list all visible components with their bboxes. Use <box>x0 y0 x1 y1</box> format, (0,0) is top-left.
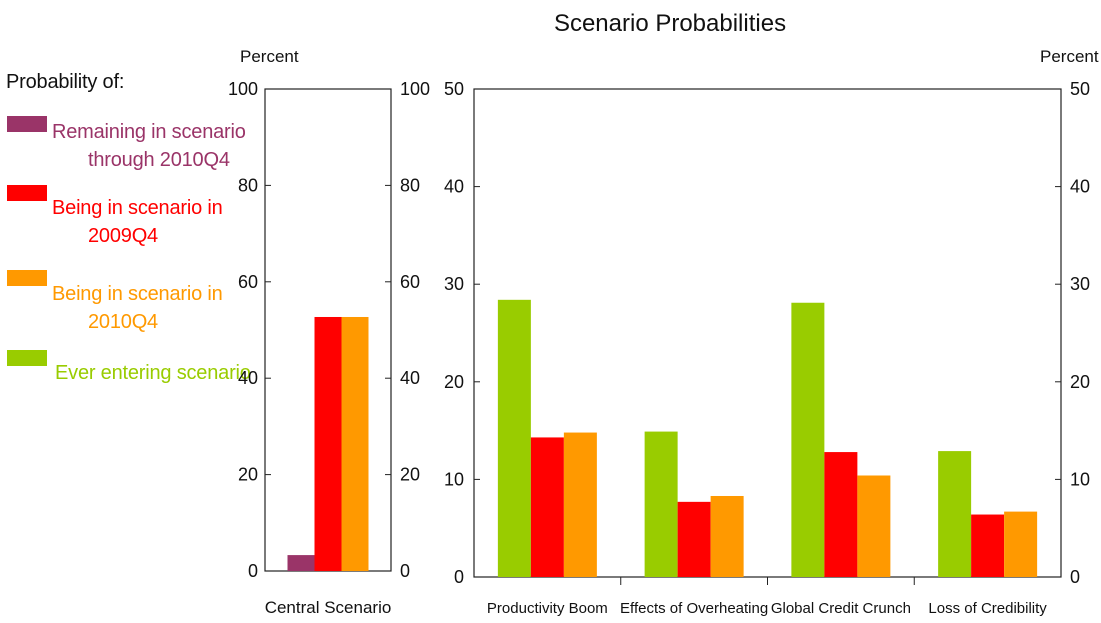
legend-swatch-0 <box>7 116 47 132</box>
alternative-scenarios-bar-effects-of-overheating-being-in-scenario-in-2010q4 <box>710 495 744 577</box>
legend-title: Probability of: <box>6 71 124 93</box>
legend-swatch-3 <box>7 350 47 366</box>
chart-title: Scenario Probabilities <box>554 10 786 37</box>
central-scenario-right-tick-label-5: 100 <box>400 79 430 99</box>
legend-label-2-0: Being in scenario in <box>52 283 223 305</box>
alternative-scenarios-bar-loss-of-credibility-being-in-scenario-in-2010q4 <box>1004 511 1038 577</box>
legend-label-2-1: 2010Q4 <box>88 311 158 333</box>
legend-label-1-0: Being in scenario in <box>52 197 223 219</box>
alternative-scenarios-bar-effects-of-overheating-being-in-scenario-in-2009q4 <box>677 501 711 577</box>
alternative-scenarios-left-tick-label-3: 30 <box>444 274 464 294</box>
alternative-scenarios-right-tick-label-0: 0 <box>1070 567 1080 587</box>
alternative-scenarios-left-tick-label-4: 40 <box>444 177 464 197</box>
central-scenario-left-tick-label-1: 20 <box>238 465 258 485</box>
central-scenario-bar-central-scenario-being-in-scenario-in-2009q4 <box>314 316 342 571</box>
central-scenario-right-tick-label-0: 0 <box>400 561 410 581</box>
legend-swatch-2 <box>7 270 47 286</box>
alternative-scenarios-bar-global-credit-crunch-ever-entering-scenario <box>791 302 825 577</box>
central-scenario-left-tick-label-3: 60 <box>238 272 258 292</box>
central-scenario-category-label-0: Central Scenario <box>265 598 392 617</box>
alternative-scenarios-right-tick-label-3: 30 <box>1070 274 1090 294</box>
central-scenario-left-tick-label-5: 100 <box>228 79 258 99</box>
central-scenario-left-tick-label-4: 80 <box>238 175 258 195</box>
alternative-scenarios-bar-loss-of-credibility-ever-entering-scenario <box>938 451 972 577</box>
alternative-scenarios-right-tick-label-1: 10 <box>1070 469 1090 489</box>
central-scenario-left-tick-label-2: 40 <box>238 368 258 388</box>
central-scenario-left-tick-label-0: 0 <box>248 561 258 581</box>
alternative-scenarios-bar-productivity-boom-ever-entering-scenario <box>497 299 531 577</box>
alternative-scenarios-right-tick-label-5: 50 <box>1070 79 1090 99</box>
alternative-scenarios-bar-productivity-boom-being-in-scenario-in-2009q4 <box>530 437 564 577</box>
legend-label-1-1: 2009Q4 <box>88 225 158 247</box>
alternative-scenarios-right-tick-label-4: 40 <box>1070 177 1090 197</box>
legend-label-0-1: through 2010Q4 <box>88 149 230 171</box>
alternative-scenarios-left-tick-label-0: 0 <box>454 567 464 587</box>
alternative-scenarios-right-tick-label-2: 20 <box>1070 372 1090 392</box>
legend-swatch-1 <box>7 185 47 201</box>
central-scenario-panel: 0 0 20 20 40 40 60 60 80 80 100 100 Percent Central S… <box>228 47 430 617</box>
legend-label-0-0: Remaining in scenario <box>52 121 246 143</box>
central-scenario-left-ylabel: Percent <box>240 47 299 66</box>
alternative-scenarios-category-label-2: Global Credit Crunch <box>771 600 911 617</box>
central-scenario-bar-central-scenario-being-in-scenario-in-2010q4 <box>341 316 369 571</box>
alternative-scenarios-category-label-1: Effects of Overheating <box>620 600 768 617</box>
alternative-scenarios-left-tick-label-1: 10 <box>444 469 464 489</box>
alternative-scenarios-bar-loss-of-credibility-being-in-scenario-in-2009q4 <box>971 514 1005 577</box>
alternative-scenarios-bar-effects-of-overheating-ever-entering-scenario <box>644 431 678 577</box>
central-scenario-bar-central-scenario-remaining-in-scenario-through-2010q4 <box>287 555 315 571</box>
legend: Probability of: Remaining in scenario thr… <box>6 71 251 384</box>
alternative-scenarios-left-tick-label-2: 20 <box>444 372 464 392</box>
alternative-scenarios-panel: 0 0 10 10 20 20 30 30 40 40 50 50 Percent Productivit… <box>444 47 1099 617</box>
central-scenario-right-tick-label-4: 80 <box>400 175 420 195</box>
central-scenario-right-tick-label-3: 60 <box>400 272 420 292</box>
legend-items: Remaining in scenario through 2010Q4 Being… <box>7 116 251 384</box>
central-scenario-right-tick-label-1: 20 <box>400 465 420 485</box>
alternative-scenarios-bar-global-credit-crunch-being-in-scenario-in-2009q4 <box>824 452 858 577</box>
alternative-scenarios-category-label-0: Productivity Boom <box>487 600 608 617</box>
legend-label-3-0: Ever entering scenario <box>55 362 251 384</box>
central-scenario-right-tick-label-2: 40 <box>400 368 420 388</box>
alternative-scenarios-right-ylabel: Percent <box>1040 47 1099 66</box>
alternative-scenarios-bar-global-credit-crunch-being-in-scenario-in-2010q4 <box>857 475 891 577</box>
alternative-scenarios-left-tick-label-5: 50 <box>444 79 464 99</box>
alternative-scenarios-category-label-3: Loss of Credibility <box>928 600 1047 617</box>
alternative-scenarios-bar-productivity-boom-being-in-scenario-in-2010q4 <box>563 432 597 577</box>
